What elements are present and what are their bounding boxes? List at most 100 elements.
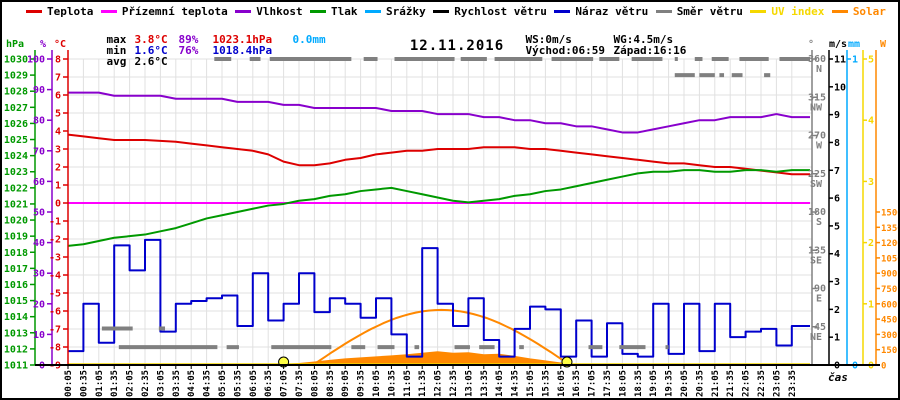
direction-tick-degrees: 90 [814,284,826,295]
x-axis-tick-label: 08:05 [310,370,320,397]
axis-header-direction: ° [808,39,814,50]
sunrise-time: Východ:06:59 [525,44,605,57]
legend-label: Náraz větru [575,5,649,18]
axis-tick-label-humidity: 20 [33,299,45,310]
rain-total: 0.0mm [292,33,326,46]
axis-header-humidity: % [40,39,46,50]
legend-swatch-smer-vetru [655,10,672,13]
legend-swatch-uv-index [750,10,767,13]
x-axis-tick-label: 20:35 [695,370,705,397]
axis-tick-label-temperature: 5 [55,109,61,120]
axis-tick-label-wind: 2 [834,305,840,316]
axis-tick-label-temperature: -3 [49,253,61,264]
direction-tick-name: N [816,64,822,75]
axis-tick-label-humidity: 50 [33,208,45,219]
axis-tick-label-pressure: 1017 [4,264,28,275]
axis-tick-label-wind: 5 [834,221,840,232]
legend: Teplota Přízemní teplota Vlhkost Tlak Srážky… [26,5,886,18]
legend-item-srazky: Srážky [365,5,426,18]
axis-tick-label-wind: 6 [834,194,840,205]
series-area-solar [68,351,810,366]
axis-tick-label-pressure: 1013 [4,328,28,339]
x-axis-tick-label: 14:05 [495,370,505,397]
x-axis-tick-label: 15:05 [526,370,536,397]
axis-tick-label-uv: 1 [868,299,874,310]
x-axis-tick-label: 03:05 [156,370,166,397]
legend-item-uv-index: UV index [750,5,824,18]
legend-label: Srážky [386,5,426,18]
x-axis-tick-label: 07:35 [295,370,305,397]
x-axis-tick-label: 06:05 [249,370,259,397]
axis-tick-label-wind: 8 [834,138,840,149]
stats-row-wind: WS:0m/s WG:4.5m/s [499,20,702,59]
axis-tick-label-solar: 300 [881,331,897,341]
x-axis-tick-label: 01:35 [110,370,120,397]
axis-tick-label-temperature: -5 [49,289,61,300]
direction-tick-name: E [816,294,822,305]
legend-swatch-vlhkost [235,10,252,13]
direction-tick-name: S [816,217,822,228]
axis-tick-label-pressure: 1024 [4,151,28,162]
stats-row-sun: Východ:06:59 Západ:16:16 [499,31,702,70]
x-axis-tick-label: 05:35 [233,370,243,397]
axis-tick-label-solar: 0 [881,362,886,372]
series-line-tlak [67,169,810,247]
legend-item-smer-vetru: Směr větru [655,5,743,18]
x-axis-tick-label: 06:35 [264,370,274,397]
axis-tick-label-humidity: 40 [33,238,45,249]
x-axis-tick-label: 22:35 [757,370,767,397]
x-axis-tick-label: 12:35 [449,370,459,397]
axis-tick-label-pressure: 1016 [4,280,28,291]
axis-tick-label-solar: 450 [881,316,897,326]
axis-tick-label-temperature: 1 [55,181,61,192]
legend-label: Tlak [331,5,358,18]
axis-tick-label-wind: 1 [834,333,840,344]
legend-label: Solar [852,5,886,18]
legend-swatch-prizemni-teplota [100,10,117,13]
x-axis-tick-label: 10:35 [387,370,397,397]
axis-tick-label-temperature: -6 [49,307,61,318]
x-axis-label: čas [828,371,848,384]
x-axis-tick-label: 17:35 [603,370,613,397]
min-temperature: 1.6°C [134,44,168,57]
axis-tick-label-pressure: 1022 [4,183,28,194]
legend-label: Vlhkost [256,5,303,18]
axis-tick-label-wind: 4 [834,249,840,260]
legend-item-naraz-vetru: Náraz větru [554,5,648,18]
axis-tick-label-pressure: 1015 [4,296,28,307]
legend-label: UV index [771,5,825,18]
direction-tick-name: NE [810,332,822,343]
axis-tick-label-uv: 2 [868,238,874,249]
axis-tick-label-solar: 1200 [881,239,898,249]
axis-tick-label-temperature: -8 [49,343,61,354]
x-axis-tick-label: 15:35 [541,370,551,397]
direction-tick-degrees: 315 [808,92,826,103]
x-axis-tick-label: 16:35 [572,370,582,397]
x-axis-tick-label: 13:05 [464,370,474,397]
direction-tick-name: NW [810,102,823,113]
x-axis-tick-label: 18:05 [618,370,628,397]
x-axis-tick-label: 19:35 [665,370,675,397]
axis-tick-label-pressure: 1019 [4,232,28,243]
x-axis-tick-label: 11:35 [418,370,428,397]
axis-tick-label-pressure: 1021 [4,199,28,210]
axis-tick-label-wind: 7 [834,166,840,177]
x-axis-tick-label: 19:05 [649,370,659,397]
axis-tick-label-uv: 3 [868,177,874,188]
legend-swatch-teplota [26,10,42,13]
x-axis-tick-label: 22:05 [742,370,752,397]
max-label: max [106,33,127,46]
legend-item-prizemni-teplota: Přízemní teplota [100,5,228,18]
x-axis-tick-label: 02:35 [141,370,151,397]
x-axis-tick-label: 17:05 [588,370,598,397]
direction-tick-degrees: 270 [808,131,826,142]
x-axis-tick-label: 11:05 [403,370,413,397]
axis-tick-label-solar: 900 [881,270,897,280]
axis-tick-label-rain: 1 [852,55,858,66]
legend-item-teplota: Teplota [26,5,93,18]
direction-tick-degrees: 180 [808,207,826,218]
max-humidity: 89% [178,33,199,46]
